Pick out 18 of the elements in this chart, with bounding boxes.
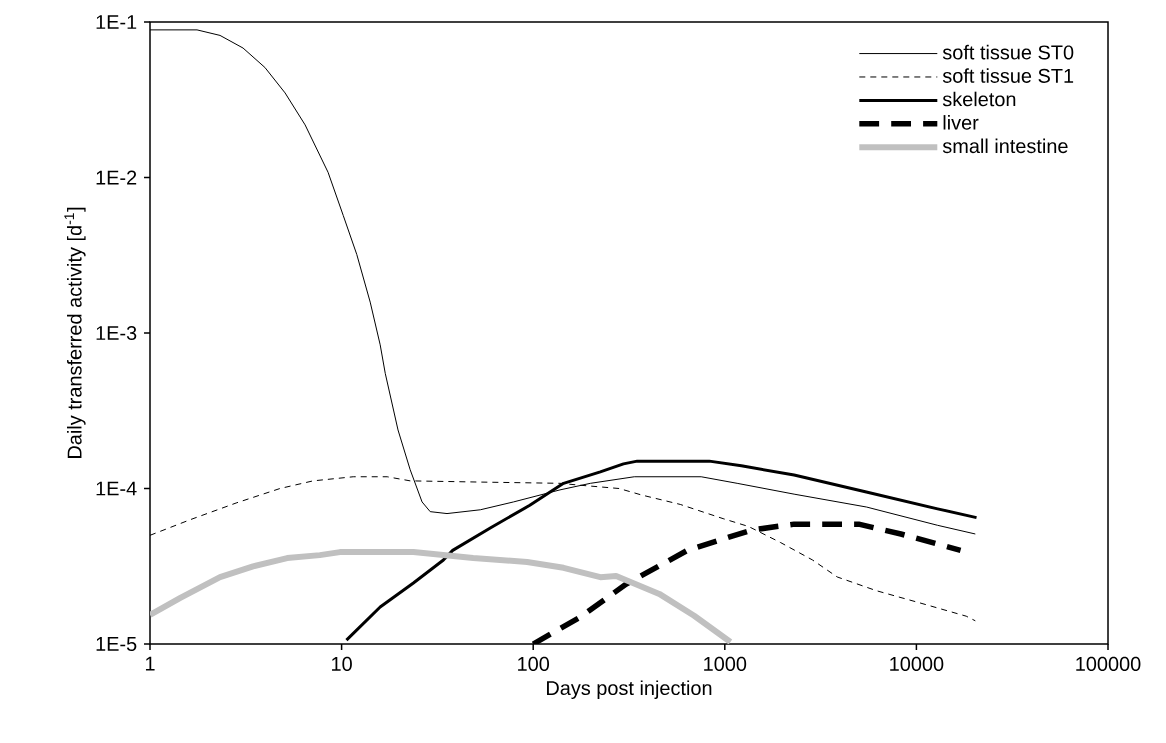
x-tick-label: 100000 xyxy=(1076,656,1141,671)
legend-label: soft tissue ST0 xyxy=(942,44,1074,60)
x-tick-label: 1000 xyxy=(704,656,747,671)
x-axis-title: Days post injection xyxy=(547,680,712,700)
legend-label: skeleton xyxy=(942,91,1016,107)
y-tick-label: 1E-3 xyxy=(96,325,137,341)
x-tick-label: 100 xyxy=(518,656,550,671)
y-tick-label: 1E-4 xyxy=(96,481,137,496)
x-tick-label: 1 xyxy=(145,656,155,671)
y-axis-title: Daily transferred activity [d$^{-1}$] xyxy=(64,207,86,458)
legend-label: liver xyxy=(943,115,979,130)
x-tick-label: 10000 xyxy=(890,656,944,671)
y-tick-label: 1E-2 xyxy=(96,170,137,185)
y-tick-label: 1E-1 xyxy=(96,15,137,29)
x-tick-label: 10 xyxy=(332,656,352,671)
legend-label: soft tissue ST1 xyxy=(942,68,1074,83)
y-tick-label: 1E-5 xyxy=(96,637,137,651)
legend-label: small intestine xyxy=(942,138,1068,154)
